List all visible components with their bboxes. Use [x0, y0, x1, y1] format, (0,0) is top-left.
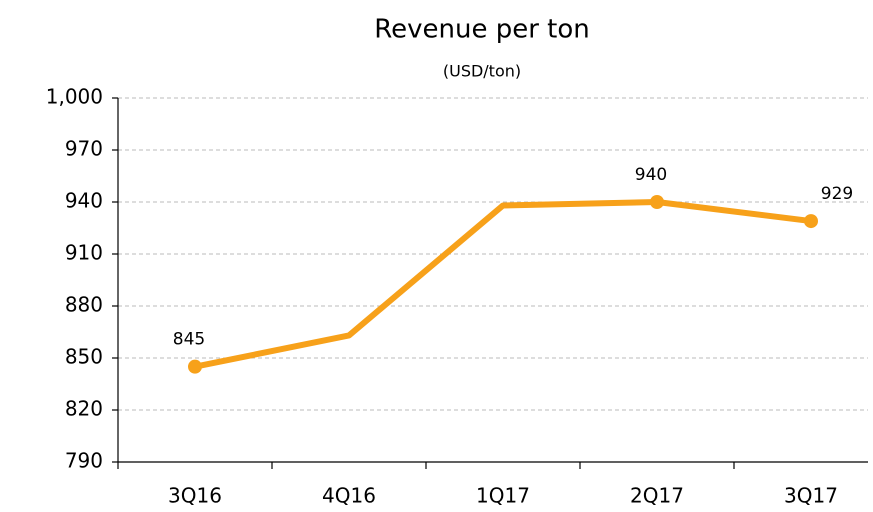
x-tick-label: 3Q16 [168, 484, 222, 508]
y-tick-label: 970 [65, 137, 103, 161]
x-tick-label: 2Q17 [630, 484, 684, 508]
chart-title: Revenue per ton [374, 15, 590, 45]
marker [188, 359, 202, 374]
chart-subtitle: (USD/ton) [443, 62, 521, 81]
y-tick-label: 820 [65, 397, 103, 421]
y-tick-label: 1,000 [46, 85, 103, 109]
y-tick-label: 910 [65, 241, 103, 265]
data-label: 929 [821, 184, 853, 204]
x-tick-label: 4Q16 [322, 484, 376, 508]
x-tick-label: 3Q17 [784, 484, 838, 508]
y-tick-label: 790 [65, 449, 103, 473]
x-tick-label: 1Q17 [476, 484, 530, 508]
line [192, 199, 814, 370]
y-tick-label: 880 [65, 293, 103, 317]
y-tick-label: 940 [65, 189, 103, 213]
marker [804, 214, 818, 229]
data-label: 940 [635, 165, 667, 185]
data-label: 845 [173, 330, 205, 350]
marker [650, 195, 664, 209]
y-tick-label: 850 [65, 345, 103, 369]
